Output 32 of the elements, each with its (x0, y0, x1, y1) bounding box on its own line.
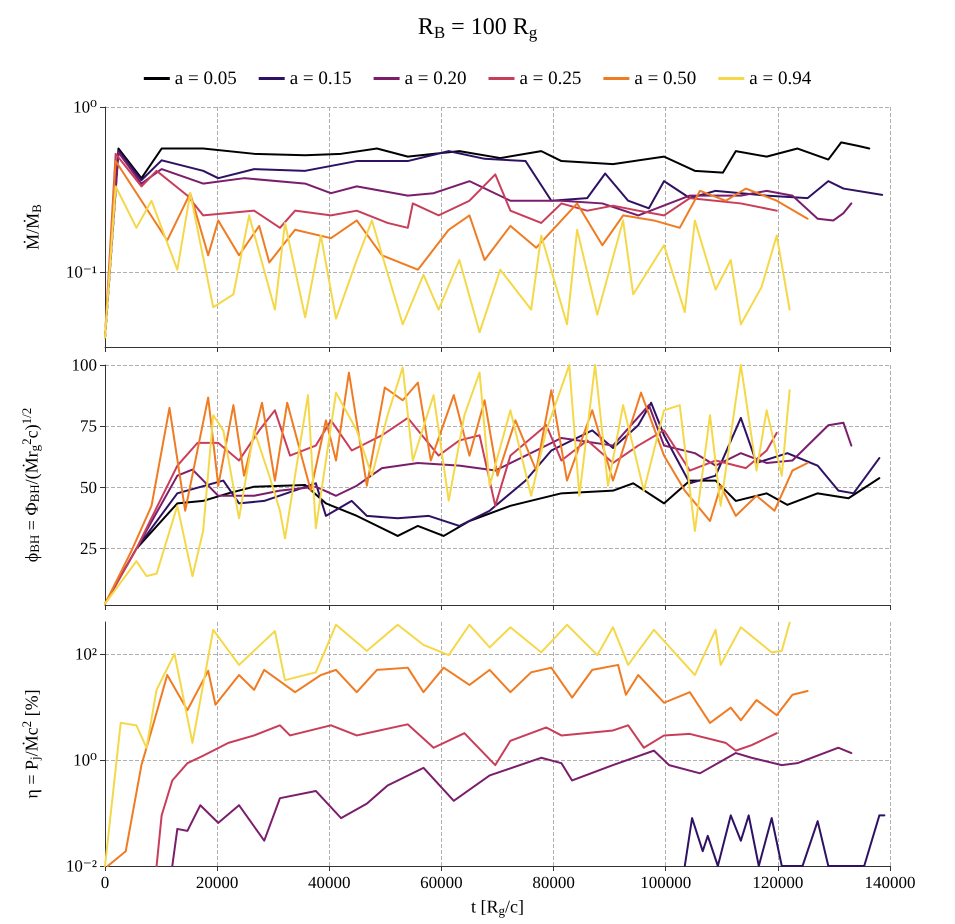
y-tick-label: 75 (80, 416, 97, 436)
legend-label: a = 0.15 (290, 68, 352, 89)
y-tick-label: 10² (74, 644, 97, 664)
legend-label: a = 0.50 (634, 68, 696, 89)
x-tick-label: 40000 (308, 873, 351, 892)
legend-label: a = 0.20 (404, 68, 467, 89)
x-tick-label: 120000 (752, 873, 804, 892)
y-tick-label: 10⁻² (66, 856, 97, 876)
x-tick-label: 100000 (640, 873, 692, 892)
y-tick-label: 10⁰ (73, 98, 98, 116)
line-series (171, 746, 852, 867)
legend-label: a = 0.94 (749, 68, 812, 89)
line-series (104, 185, 791, 338)
legend-label: a = 0.05 (174, 68, 237, 89)
y-tick-label: 10⁻¹ (66, 262, 97, 282)
y-tick-label: 25 (80, 539, 97, 558)
line-series (104, 622, 791, 867)
x-tick-label: 80000 (532, 873, 575, 892)
y-axis-title: Ṁ/ṀB (22, 204, 44, 250)
y-tick-label: 100 (72, 356, 97, 374)
legend-label: a = 0.25 (520, 68, 582, 89)
y-tick-label: 10⁰ (73, 750, 98, 770)
x-tick-label: 0 (100, 873, 110, 892)
x-tick-label: 60000 (420, 873, 463, 892)
x-tick-label: 140000 (864, 873, 916, 892)
line-series (106, 664, 809, 867)
y-tick-label: 50 (80, 478, 97, 497)
y-axis-title: η = Pj/Ṁc2 [%] (19, 689, 42, 799)
text: ϕBH = ΦBH/(Ṁrg2c)1/2 (19, 408, 42, 562)
line-series (156, 723, 778, 867)
line-series (684, 814, 886, 867)
x-tick-label: 20000 (196, 873, 238, 892)
